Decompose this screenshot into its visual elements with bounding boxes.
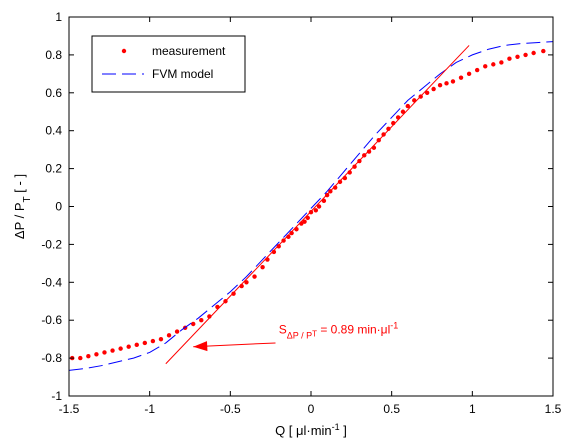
measurement-point: [308, 209, 314, 215]
x-tick-label: -1.5: [59, 402, 80, 416]
measurement-point: [86, 354, 91, 359]
slope-annotation: SΔP / PT = 0.89 min·μl-1: [279, 320, 399, 340]
slope-annotation-value: = 0.89 min·μl: [317, 322, 390, 336]
y-tick-label: -0.8: [41, 351, 62, 365]
measurement-point: [523, 52, 528, 58]
measurement-point: [191, 321, 196, 327]
x-axis-label-tail: ]: [340, 423, 347, 438]
series-layer: [69, 41, 553, 371]
measurement-point: [252, 274, 257, 279]
measurement-point: [507, 56, 512, 61]
y-tick-label: 0.2: [45, 162, 62, 176]
slope-annotation-symbol: S: [279, 322, 287, 336]
measurement-point: [78, 355, 83, 361]
measurement-point: [405, 103, 410, 109]
measurement-point: [305, 215, 310, 221]
measurement-point: [244, 280, 249, 285]
fvm-model-line: [69, 41, 553, 371]
measurement-point: [102, 350, 107, 355]
x-tick-label: -0.5: [220, 402, 241, 416]
y-tick-label: 0: [55, 200, 62, 214]
measurement-point: [276, 244, 281, 249]
slope-annotation-subsub: T: [312, 329, 317, 338]
measurement-point: [366, 149, 372, 154]
measurement-point: [142, 340, 148, 346]
y-tick-label: -0.2: [41, 237, 62, 251]
y-axis-label: ΔP / PT [ - ]: [12, 174, 33, 239]
y-tick-label: 0.6: [45, 86, 62, 100]
measurement-point: [166, 333, 172, 338]
measurement-point: [352, 164, 357, 169]
measurement-point: [531, 50, 536, 56]
legend: measurement FVM model: [91, 35, 246, 93]
legend-label-fvm: FVM model: [152, 67, 213, 81]
measurement-point: [158, 336, 164, 342]
measurement-point: [371, 145, 377, 150]
measurement-point: [499, 60, 504, 65]
y-tick-label: -0.4: [41, 275, 62, 289]
x-axis-label-sup: -1: [332, 422, 340, 432]
y-tick-label: 0.8: [45, 48, 62, 62]
slope-fit-line: [165, 45, 470, 365]
x-axis-label: Q [ μl·min-1 ]: [275, 422, 347, 438]
measurement-point: [316, 204, 322, 209]
y-axis-label-sub: T: [22, 196, 33, 202]
measurement-point: [474, 67, 480, 73]
slope-annotation-sub: ΔP / P: [287, 330, 312, 340]
measurement-point: [386, 126, 391, 132]
ticks-layer: -1.5 -1 -0.5 0 0.5 1 1.5-1-0.8-0.6-0.4-0.200.2…: [41, 10, 561, 416]
y-tick-label: 1: [55, 10, 62, 24]
x-tick-label: -1: [144, 402, 155, 416]
measurement-point: [150, 338, 156, 344]
measurement-point: [134, 342, 139, 348]
measurement-point: [337, 179, 343, 185]
measurement-point: [437, 83, 443, 88]
measurement-point: [126, 344, 131, 349]
legend-label-measurement: measurement: [152, 44, 226, 58]
y-tick-label: 0.4: [45, 124, 62, 138]
x-tick-label: 1: [469, 402, 476, 416]
measurement-point: [174, 329, 180, 334]
measurement-point: [199, 318, 204, 323]
measurement-point: [321, 198, 327, 204]
legend-marker-measurement: [121, 48, 127, 54]
measurement-point: [313, 208, 319, 213]
measurement-point: [541, 48, 546, 54]
x-axis-label-main: Q [ μl·min: [275, 423, 332, 438]
measurement-point: [118, 346, 123, 351]
legend-box: [91, 35, 246, 93]
measurement-point: [450, 79, 456, 84]
measurement-point: [260, 264, 265, 270]
measurement-point: [94, 352, 99, 357]
annotation-arrow-head: [193, 341, 208, 352]
measurement-point: [289, 230, 294, 236]
y-axis-label-tail: [ - ]: [12, 174, 27, 196]
measurement-point: [400, 109, 406, 114]
measurement-point: [515, 54, 520, 59]
measurement-point: [231, 291, 236, 296]
x-tick-label: 0.5: [383, 402, 400, 416]
measurement-point: [424, 90, 430, 96]
measurement-point: [491, 62, 496, 67]
measurement-point: [483, 64, 488, 69]
measurement-point: [466, 71, 472, 77]
x-tick-label: 1.5: [545, 402, 562, 416]
annotation-layer: SΔP / PT = 0.89 min·μl-1: [193, 320, 399, 352]
measurement-point: [110, 348, 115, 353]
measurement-point: [444, 81, 449, 86]
slope-annotation-sup: -1: [390, 320, 398, 330]
x-tick-label: 0: [308, 402, 315, 416]
measurement-point: [302, 219, 307, 224]
y-axis-label-main: ΔP / P: [12, 202, 27, 239]
y-tick-label: -0.6: [41, 313, 62, 327]
measurement-point: [458, 75, 464, 80]
y-tick-label: -1: [51, 389, 62, 403]
measurement-point: [431, 86, 436, 92]
